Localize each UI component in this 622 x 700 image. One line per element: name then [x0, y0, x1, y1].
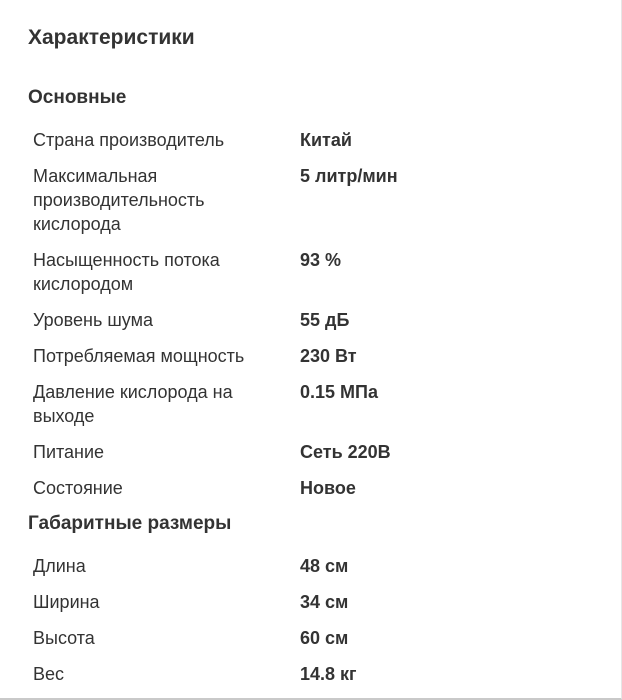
spec-value: 5 литр/мин — [300, 166, 398, 186]
spec-row: Ширина 34 см — [33, 590, 597, 614]
spec-value: 34 см — [300, 592, 349, 612]
spec-label: Насыщенность потока кислородом — [33, 250, 220, 294]
sections-container: Основные Страна производитель Китай Макс… — [28, 86, 597, 686]
spec-row: Потребляемая мощность 230 Вт — [33, 344, 597, 368]
spec-value: 230 Вт — [300, 346, 357, 366]
spec-row: Максимальная производительность кислород… — [33, 164, 597, 236]
spec-row: Вес 14.8 кг — [33, 662, 597, 686]
spec-row: Состояние Новое — [33, 476, 597, 500]
spec-label: Питание — [33, 442, 105, 462]
spec-label: Потребляемая мощность — [33, 346, 245, 366]
spec-row: Насыщенность потока кислородом 93 % — [33, 248, 597, 296]
spec-label: Уровень шума — [33, 310, 153, 330]
spec-value: Китай — [300, 130, 352, 150]
spec-value: 14.8 кг — [300, 664, 357, 684]
spec-row: Питание Сеть 220В — [33, 440, 597, 464]
spec-row: Длина 48 см — [33, 554, 597, 578]
spec-section: Габаритные размеры Длина 48 см Ширина 34… — [28, 512, 597, 686]
spec-label: Состояние — [33, 478, 123, 498]
spec-value: 0.15 МПа — [300, 382, 378, 402]
spec-label: Максимальная производительность кислород… — [33, 166, 205, 234]
spec-value: 55 дБ — [300, 310, 350, 330]
spec-row: Высота 60 см — [33, 626, 597, 650]
spec-rows: Страна производитель Китай Максимальная … — [28, 128, 597, 500]
page-title: Характеристики — [28, 26, 195, 49]
spec-label: Длина — [33, 556, 86, 576]
spec-value: 60 см — [300, 628, 349, 648]
spec-section: Основные Страна производитель Китай Макс… — [28, 86, 597, 500]
spec-label: Страна производитель — [33, 130, 225, 150]
spec-row: Уровень шума 55 дБ — [33, 308, 597, 332]
spec-label: Давление кислорода на выходе — [33, 382, 233, 426]
section-title: Габаритные размеры — [28, 513, 232, 534]
spec-row: Страна производитель Китай — [33, 128, 597, 152]
spec-value: Новое — [300, 478, 356, 498]
section-title: Основные — [28, 87, 127, 108]
spec-label: Ширина — [33, 592, 100, 612]
spec-rows: Длина 48 см Ширина 34 см Высота 60 см Ве… — [28, 554, 597, 686]
spec-label: Высота — [33, 628, 95, 648]
spec-value: Сеть 220В — [300, 442, 391, 462]
spec-value: 93 % — [300, 250, 342, 270]
spec-value: 48 см — [300, 556, 349, 576]
spec-label: Вес — [33, 664, 65, 684]
spec-row: Давление кислорода на выходе 0.15 МПа — [33, 380, 597, 428]
